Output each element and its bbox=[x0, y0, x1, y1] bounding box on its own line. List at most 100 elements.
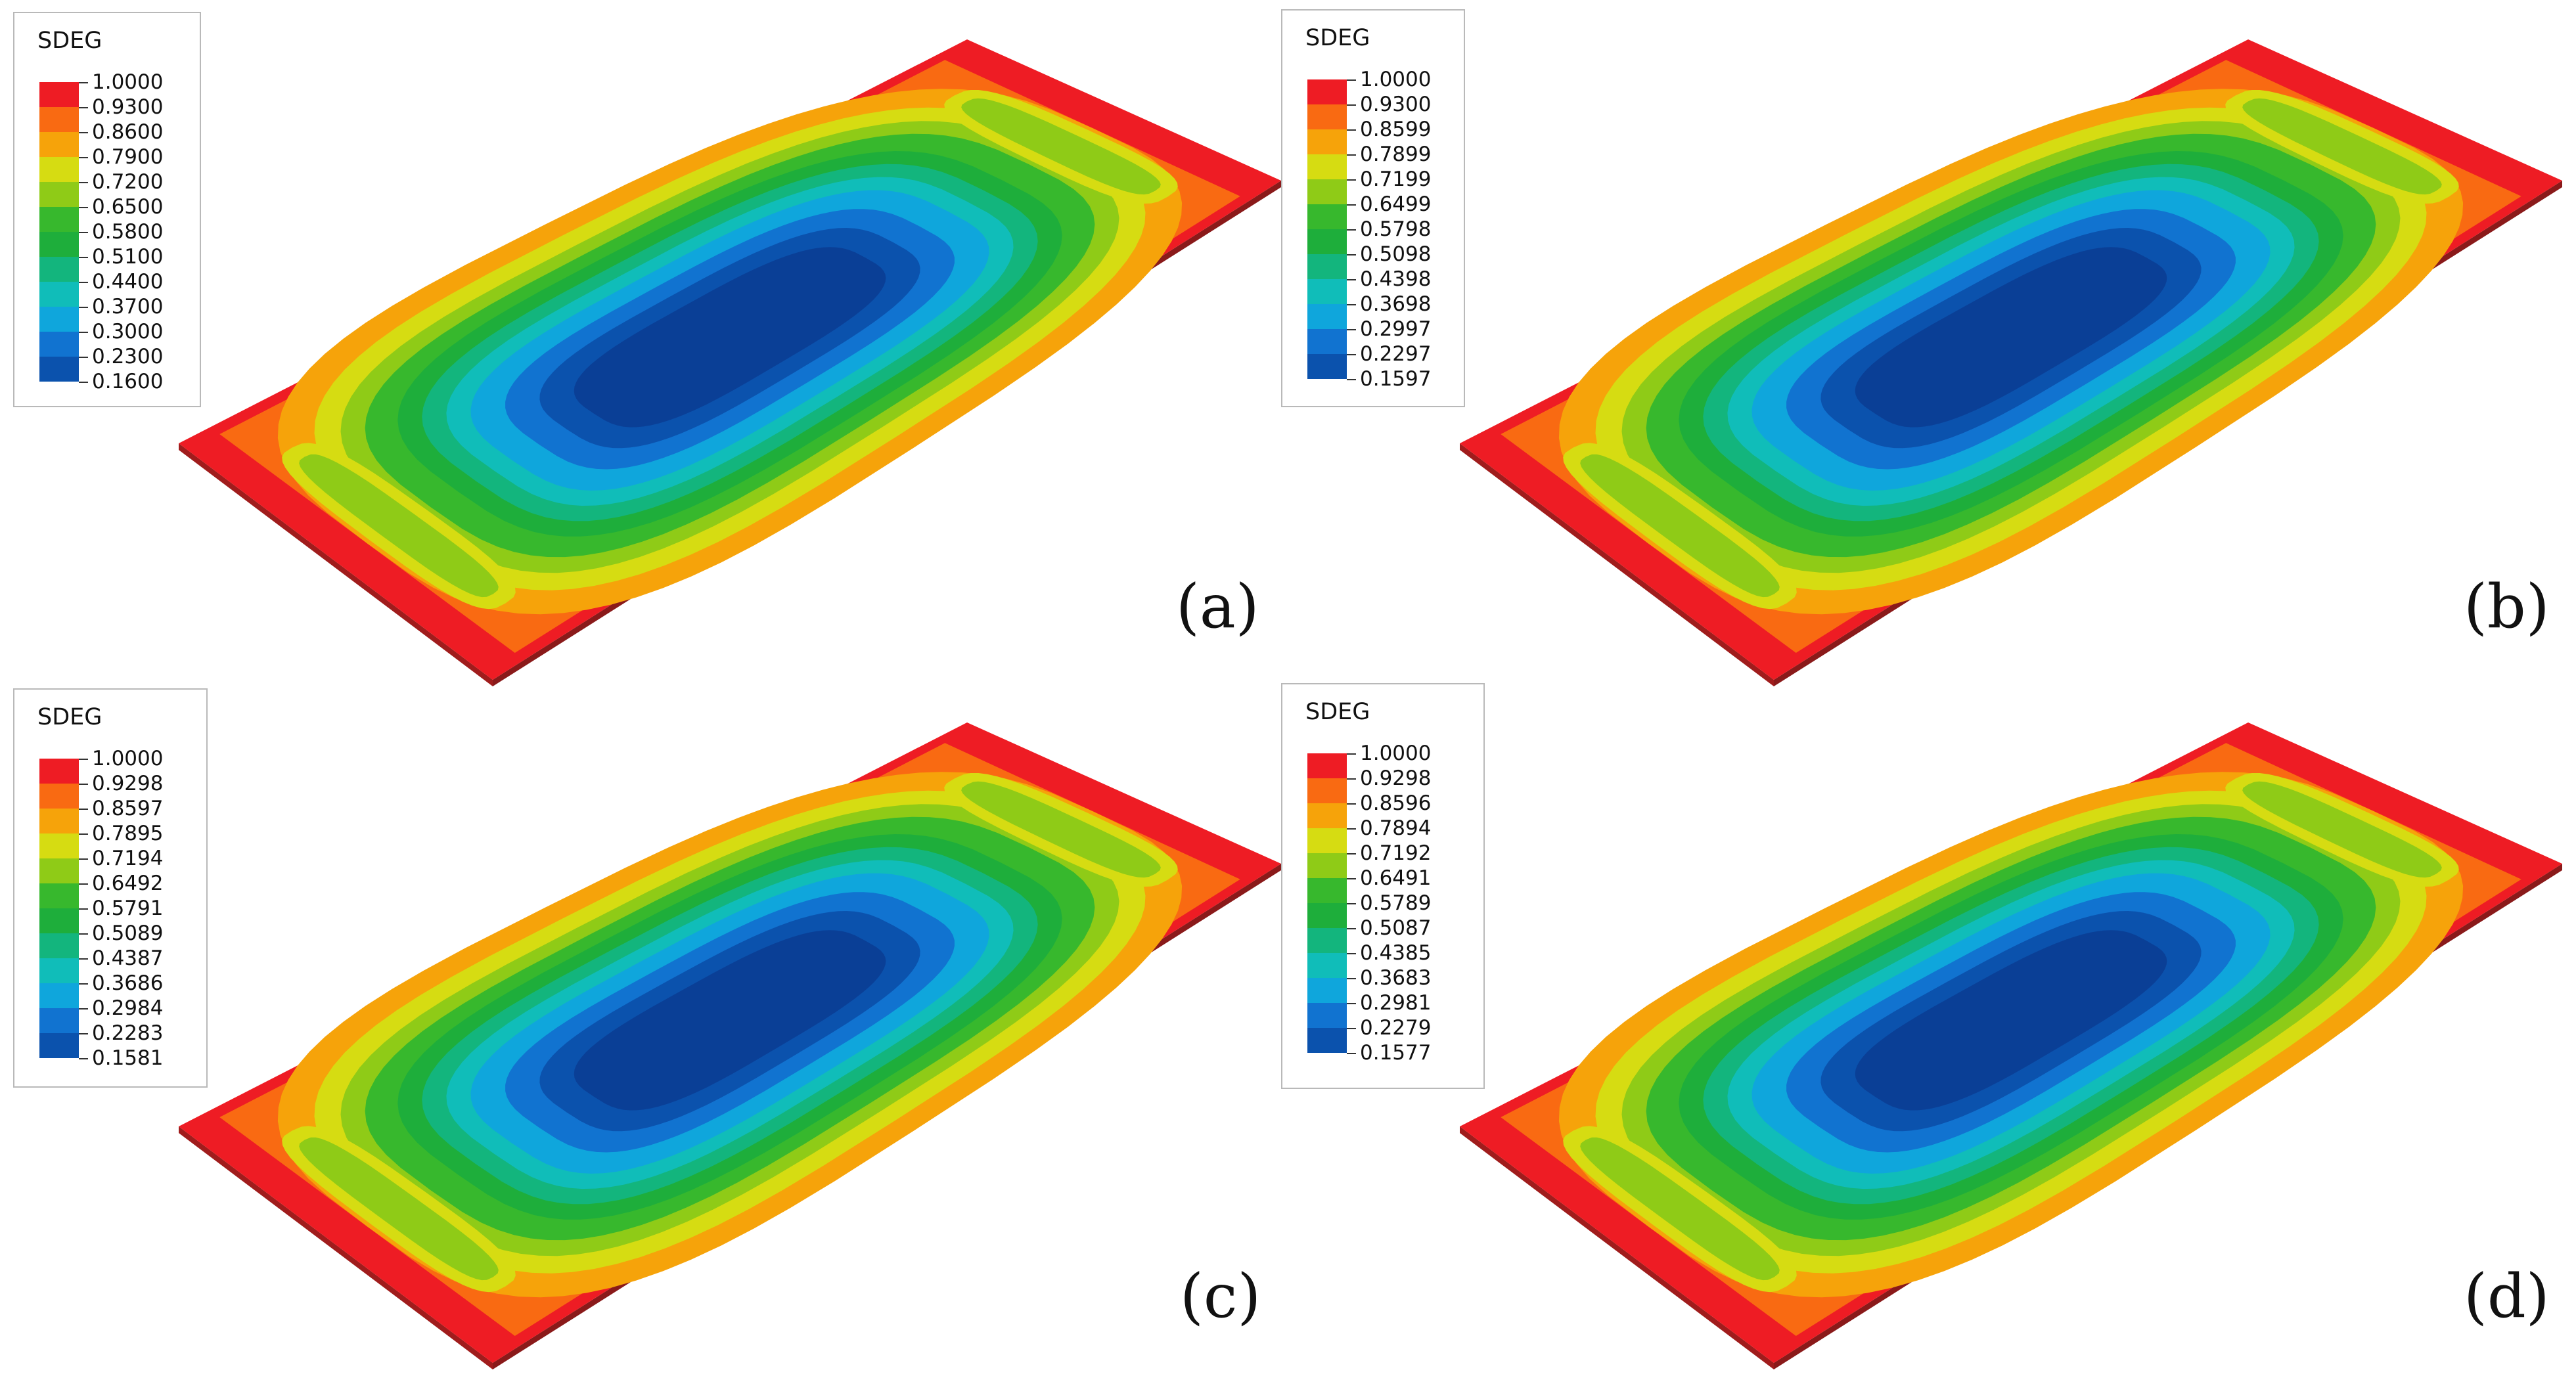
legend-value: 0.6492 bbox=[92, 872, 164, 895]
panel-b: SDEG 1.0000 0.9300 0.8599 0.7899 0.7199 0.649… bbox=[1281, 0, 2569, 688]
legend-value: 0.8596 bbox=[1360, 791, 1432, 815]
legend-swatch bbox=[39, 983, 79, 1008]
legend-value: 0.2300 bbox=[92, 345, 164, 368]
legend-value: 0.7194 bbox=[92, 847, 164, 870]
contour-plot-d bbox=[1460, 722, 2562, 1369]
legend-value: 0.3698 bbox=[1360, 292, 1432, 316]
legend-tick bbox=[1347, 154, 1356, 156]
legend-value: 0.7895 bbox=[92, 822, 164, 845]
legend-swatch bbox=[39, 833, 79, 858]
legend-value: 0.2997 bbox=[1360, 317, 1432, 341]
legend-tick bbox=[79, 1008, 88, 1010]
legend-swatch bbox=[1307, 104, 1347, 129]
legend-swatch bbox=[1307, 329, 1347, 354]
legend-value: 0.8597 bbox=[92, 797, 164, 820]
legend-value: 0.1600 bbox=[92, 370, 164, 393]
legend-tick bbox=[79, 759, 88, 760]
legend-b: SDEG 1.0000 0.9300 0.8599 0.7899 0.7199 0.649… bbox=[1281, 9, 1465, 407]
legend-a: SDEG 1.0000 0.9300 0.8600 0.7900 0.7200 0.650… bbox=[13, 12, 201, 407]
legend-value: 0.5791 bbox=[92, 897, 164, 920]
legend-tick bbox=[1347, 1028, 1356, 1029]
legend-value: 0.7199 bbox=[1360, 167, 1432, 191]
legend-value: 0.7192 bbox=[1360, 841, 1432, 865]
legend-swatch bbox=[39, 357, 79, 382]
legend-tick bbox=[1347, 129, 1356, 131]
contour-band bbox=[299, 1137, 499, 1281]
legend-swatch bbox=[1307, 1028, 1347, 1053]
legend-tick bbox=[1347, 803, 1356, 805]
contour-band bbox=[574, 930, 886, 1111]
legend-tick bbox=[79, 332, 88, 333]
contour-band bbox=[2242, 781, 2442, 878]
legend-tick bbox=[1347, 204, 1356, 206]
legend-swatch bbox=[39, 157, 79, 182]
legend-value: 0.9300 bbox=[92, 95, 164, 119]
legend-tick bbox=[79, 784, 88, 785]
legend-tick bbox=[79, 883, 88, 885]
legend-tick bbox=[1347, 878, 1356, 879]
panel-label-a: (a) bbox=[1176, 571, 1259, 642]
legend-value: 0.9300 bbox=[1360, 93, 1432, 116]
legend-swatch bbox=[1307, 204, 1347, 229]
legend-value: 0.3000 bbox=[92, 320, 164, 344]
legend-value: 1.0000 bbox=[1360, 742, 1432, 765]
legend-tick bbox=[79, 382, 88, 383]
legend-swatch bbox=[1307, 903, 1347, 928]
legend-swatch bbox=[1307, 753, 1347, 778]
legend-tick bbox=[79, 307, 88, 308]
legend-tick bbox=[79, 908, 88, 910]
legend-swatch bbox=[1307, 928, 1347, 953]
legend-value: 0.4387 bbox=[92, 946, 164, 970]
legend-tick bbox=[1347, 978, 1356, 979]
contour-plot-a bbox=[179, 39, 1281, 686]
legend-tick bbox=[1347, 304, 1356, 305]
contour-band bbox=[574, 247, 886, 428]
legend-tick bbox=[1347, 279, 1356, 280]
legend-swatch bbox=[1307, 1003, 1347, 1028]
legend-swatch bbox=[1307, 778, 1347, 803]
legend-value: 0.2279 bbox=[1360, 1016, 1432, 1040]
panel-a: SDEG 1.0000 0.9300 0.8600 0.7900 0.7200 0.650… bbox=[0, 0, 1288, 688]
legend-swatch bbox=[1307, 354, 1347, 379]
legend-swatch bbox=[39, 207, 79, 232]
legend-tick bbox=[1347, 1053, 1356, 1054]
legend-swatch bbox=[1307, 853, 1347, 878]
panel-label-d: (d) bbox=[2464, 1261, 2550, 1331]
legend-value: 0.2984 bbox=[92, 996, 164, 1020]
legend-tick bbox=[1347, 229, 1356, 231]
plate-edge bbox=[179, 443, 493, 686]
legend-swatch bbox=[39, 232, 79, 257]
legend-swatch bbox=[1307, 953, 1347, 978]
legend-tick bbox=[79, 858, 88, 860]
legend-tick bbox=[1347, 828, 1356, 830]
legend-tick bbox=[79, 833, 88, 835]
contour-plot-b bbox=[1460, 39, 2562, 686]
legend-swatch bbox=[1307, 154, 1347, 179]
legend-tick bbox=[79, 1033, 88, 1034]
contour-band bbox=[961, 781, 1161, 878]
contour-band bbox=[961, 98, 1161, 195]
legend-tick bbox=[1347, 753, 1356, 755]
legend-tick bbox=[1347, 928, 1356, 929]
legend-tick bbox=[1347, 329, 1356, 330]
contour-band bbox=[299, 454, 499, 598]
legend-value: 1.0000 bbox=[1360, 68, 1432, 91]
legend-value: 0.9298 bbox=[92, 772, 164, 795]
legend-tick bbox=[79, 1058, 88, 1059]
legend-value: 0.8599 bbox=[1360, 118, 1432, 141]
legend-swatch bbox=[1307, 229, 1347, 254]
legend-swatch bbox=[39, 257, 79, 282]
legend-tick bbox=[1347, 1003, 1356, 1004]
legend-value: 0.9298 bbox=[1360, 766, 1432, 790]
legend-c: SDEG 1.0000 0.9298 0.8597 0.7895 0.7194 0.649… bbox=[13, 688, 208, 1088]
legend-swatch bbox=[1307, 304, 1347, 329]
legend-swatch bbox=[39, 182, 79, 207]
legend-tick bbox=[79, 357, 88, 358]
legend-title: SDEG bbox=[37, 704, 102, 730]
legend-value: 0.5798 bbox=[1360, 217, 1432, 241]
legend-swatch bbox=[39, 1033, 79, 1058]
contour-band bbox=[1855, 930, 2167, 1111]
legend-swatch bbox=[39, 1008, 79, 1033]
panel-c: SDEG 1.0000 0.9298 0.8597 0.7895 0.7194 0.649… bbox=[0, 683, 1288, 1371]
legend-swatch bbox=[39, 958, 79, 983]
